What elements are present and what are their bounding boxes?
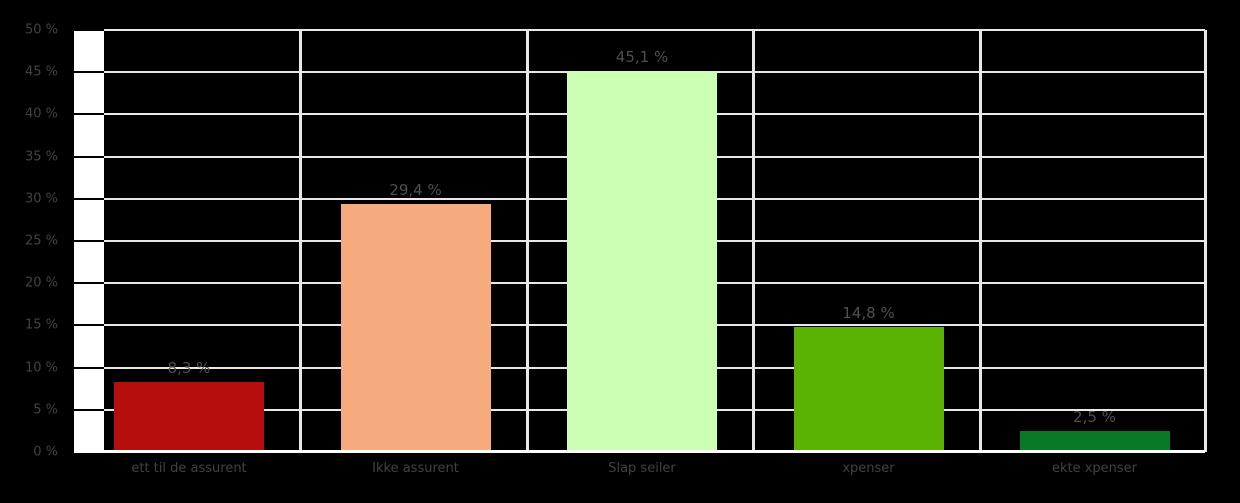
bar-value-label: 14,8 % <box>842 304 895 323</box>
bar <box>340 203 491 452</box>
x-axis-category-label: Slap seiler <box>608 461 676 476</box>
y-axis-tick-label: 30 % <box>24 191 58 207</box>
axis-wall-notch <box>74 240 104 242</box>
x-axis-category-label: ekte xpenser <box>1051 461 1138 476</box>
v-gridline <box>979 30 982 452</box>
axis-wall-notch <box>74 282 104 285</box>
v-gridline <box>299 30 302 452</box>
bar <box>114 381 264 452</box>
bar <box>1019 430 1170 452</box>
x-axis-category-label: xpenser <box>842 461 895 476</box>
v-gridline <box>1204 30 1207 452</box>
axis-wall-notch <box>74 113 104 116</box>
x-axis-line <box>74 450 1205 453</box>
h-gridline <box>104 29 1205 31</box>
x-axis-category-label: Ikke assurent <box>372 461 459 476</box>
y-axis-tick-label: 25 % <box>24 233 58 249</box>
bar-value-label: 8,3 % <box>167 358 211 377</box>
axis-wall-notch <box>74 408 104 411</box>
v-gridline <box>752 30 755 452</box>
y-axis-tick-label: 0 % <box>33 444 58 460</box>
y-axis-tick-label: 40 % <box>24 106 58 122</box>
bar <box>793 327 944 452</box>
y-axis-tick-label: 5 % <box>33 402 58 418</box>
axis-wall-notch <box>74 324 104 327</box>
bar-value-label: 2,5 % <box>1073 407 1116 426</box>
bar-value-label: 29,4 % <box>389 180 442 199</box>
y-axis-tick-label: 15 % <box>24 317 58 333</box>
v-gridline <box>526 30 529 452</box>
y-axis-tick-label: 45 % <box>24 64 58 80</box>
axis-wall-notch <box>74 366 104 369</box>
y-axis-tick-label: 35 % <box>24 149 58 165</box>
bar <box>567 71 717 452</box>
axis-wall-notch <box>74 71 104 74</box>
y-axis-tick-label: 10 % <box>24 360 58 376</box>
axis-wall-notch <box>74 197 104 200</box>
axis-wall-notch <box>74 155 104 158</box>
axis-wall-notch <box>74 29 104 31</box>
x-axis-category-label: ett til de assurent <box>131 461 247 476</box>
y-axis-tick-label: 50 % <box>24 22 58 38</box>
bar-value-label: 45,1 % <box>615 48 669 67</box>
y-axis-tick-label: 20 % <box>24 275 58 291</box>
